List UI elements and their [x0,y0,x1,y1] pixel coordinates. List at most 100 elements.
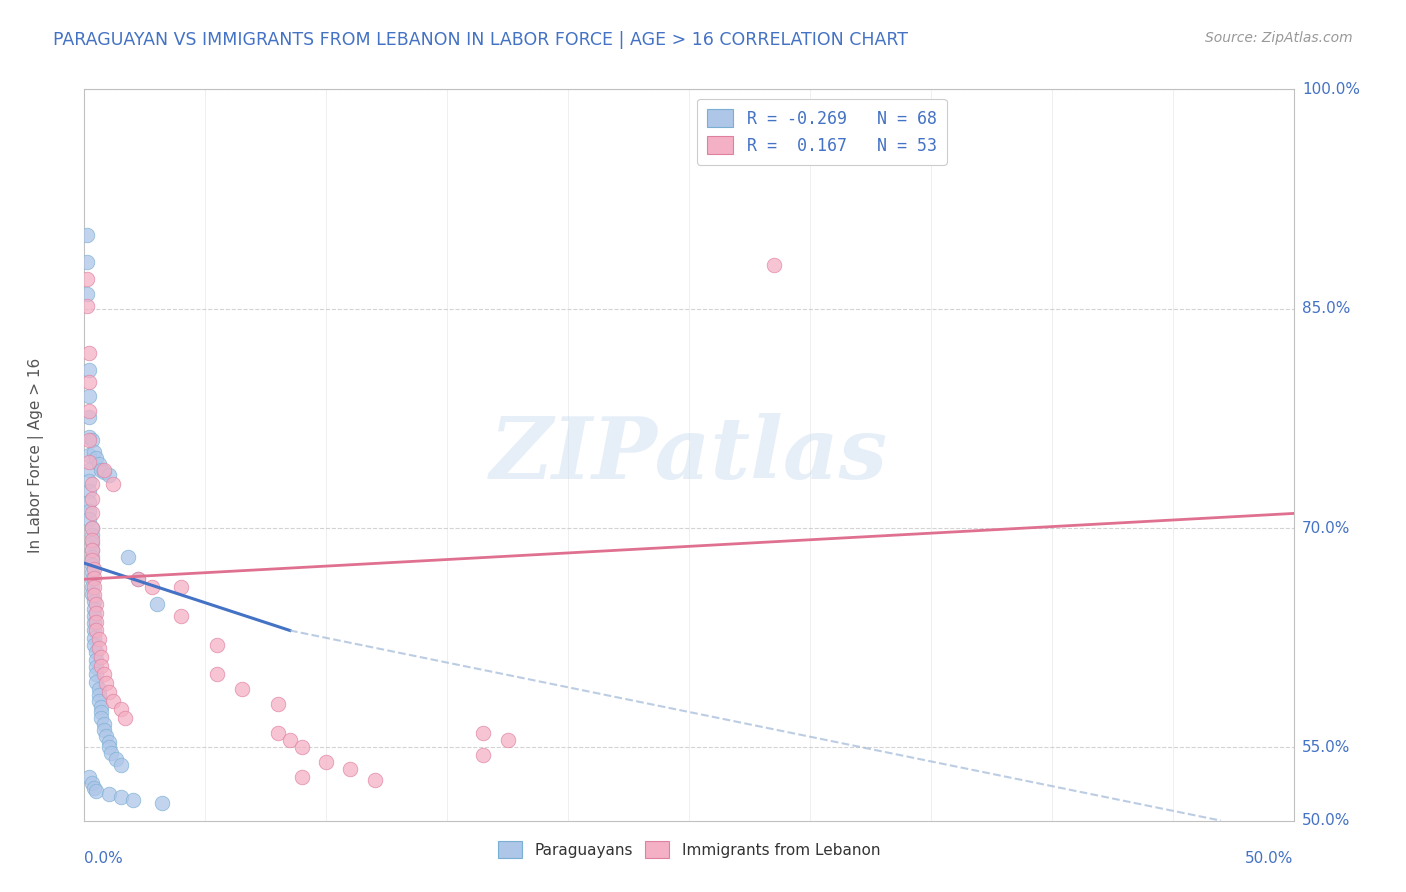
Point [170,580,193,594]
Text: PARAGUAYAN VS IMMIGRANTS FROM LEBANON IN LABOR FORCE | AGE > 16 CORRELATION CHAR: PARAGUAYAN VS IMMIGRANTS FROM LEBANON IN… [53,31,908,49]
Point [76,299,98,313]
Point [80,521,103,535]
Point [496,733,519,747]
Point [97,740,120,755]
Point [76,272,98,286]
Point [77,363,100,377]
Point [93,723,115,737]
Point [97,468,120,483]
Point [97,787,120,801]
Point [77,375,100,389]
Point [94,729,117,743]
Point [104,752,127,766]
Text: Source: ZipAtlas.com: Source: ZipAtlas.com [1205,31,1353,45]
Point [77,494,100,508]
Point [363,772,385,787]
Text: 0.0%: 0.0% [84,851,124,866]
Point [77,448,100,462]
Point [762,258,785,272]
Point [170,608,193,623]
Point [80,477,103,491]
Point [80,491,103,506]
Point [97,734,120,748]
Point [83,624,105,638]
Point [127,572,149,586]
Text: 55.0%: 55.0% [1302,740,1350,755]
Point [80,553,103,567]
Point [77,462,100,476]
Point [87,681,110,696]
Point [77,503,100,517]
Point [90,462,112,476]
Point [77,475,100,489]
Point [90,699,112,714]
Point [94,676,117,690]
Point [87,640,110,655]
Text: In Labor Force | Age > 16: In Labor Force | Age > 16 [28,358,44,552]
Text: 50.0%: 50.0% [1302,814,1350,828]
Point [114,711,136,725]
Point [77,484,100,499]
Point [83,580,105,594]
Point [472,726,495,740]
Point [80,558,103,572]
Point [86,624,108,638]
Point [141,580,163,594]
Point [97,685,120,699]
Point [103,694,125,708]
Point [267,697,290,711]
Point [103,477,125,491]
Point [80,550,103,565]
Point [80,521,103,535]
Text: 100.0%: 100.0% [1302,82,1360,96]
Point [80,535,103,549]
Point [80,543,103,558]
Point [83,608,105,623]
Point [80,565,103,579]
Point [83,571,105,585]
Point [77,409,100,424]
Text: 50.0%: 50.0% [1246,851,1294,866]
Point [86,667,108,681]
Point [110,702,132,716]
Point [121,793,143,807]
Point [117,550,139,565]
Point [339,763,361,777]
Text: 85.0%: 85.0% [1302,301,1350,316]
Point [83,594,105,608]
Point [93,667,115,681]
Point [77,434,100,448]
Point [86,597,108,611]
Point [80,572,103,586]
Point [291,740,314,755]
Point [472,747,495,762]
Point [86,653,108,667]
Point [127,572,149,586]
Point [90,649,112,664]
Point [77,345,100,359]
Point [83,616,105,631]
Point [76,255,98,269]
Point [80,587,103,601]
Point [291,770,314,784]
Point [90,658,112,673]
Point [90,706,112,720]
Point [278,733,301,747]
Point [86,615,108,629]
Point [77,430,100,444]
Point [76,228,98,243]
Point [83,638,105,652]
Point [100,747,122,761]
Point [87,694,110,708]
Point [90,711,112,725]
Point [80,580,103,594]
Point [87,688,110,702]
Point [86,645,108,659]
Text: 70.0%: 70.0% [1302,521,1350,535]
Legend: Paraguayans, Immigrants from Lebanon: Paraguayans, Immigrants from Lebanon [492,835,886,864]
Point [86,450,108,465]
Point [80,528,103,542]
Point [76,287,98,301]
Point [80,507,103,521]
Point [83,588,105,602]
